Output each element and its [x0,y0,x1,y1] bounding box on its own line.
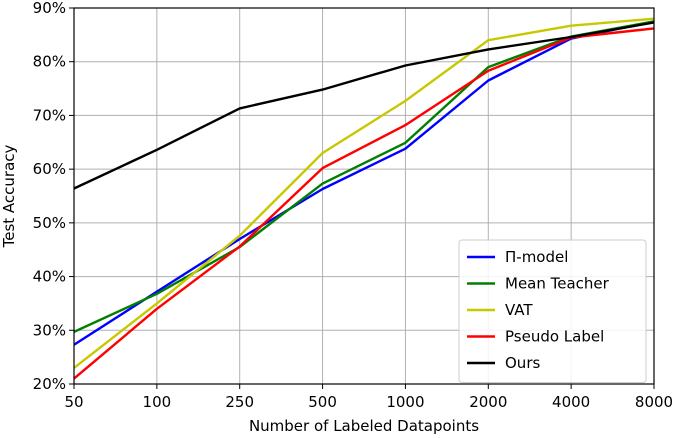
y-tick-label: 70% [33,106,66,124]
y-tick-label: 50% [33,214,66,232]
legend-label: Π-model [505,248,568,266]
x-tick-label: 1000 [386,393,424,411]
series-line--model [73,20,655,346]
legend: Π-model Mean Teacher VAT Pseudo Label Ours [458,239,647,383]
y-tick-label: 80% [33,53,66,71]
series-line-ours [73,21,655,190]
x-tick-label: 4000 [552,393,590,411]
legend-box [458,239,647,383]
legend-label: Mean Teacher [505,275,610,293]
y-tick-label: 90% [33,0,66,17]
y-tick-label: 30% [33,321,66,339]
x-tick-label: 2000 [469,393,507,411]
y-tick-label: 40% [33,268,66,286]
x-tick-label: 50 [64,393,83,411]
x-tick-label: 8000 [635,393,673,411]
legend-label: VAT [505,301,533,319]
series-lines [73,17,655,380]
x-tick-label: 500 [308,393,337,411]
y-tick-label: 20% [33,375,66,393]
legend-label: Ours [505,354,540,372]
y-tick-label: 60% [33,160,66,178]
series-line-vat [73,17,655,369]
x-tick-label: 100 [143,393,172,411]
y-axis-label: Test Accuracy [0,144,18,248]
legend-label: Pseudo Label [505,328,604,346]
x-tick-label: 250 [225,393,254,411]
axis-ticks: 50 100 250 500 1000 2000 4000 8000 20% 30% 40% 50% 6… [33,0,673,411]
series-line-pseudo-label [73,27,655,380]
series-line-mean-teacher [73,20,655,333]
x-axis-label: Number of Labeled Datapoints [249,417,479,435]
plot-frame [73,7,655,385]
